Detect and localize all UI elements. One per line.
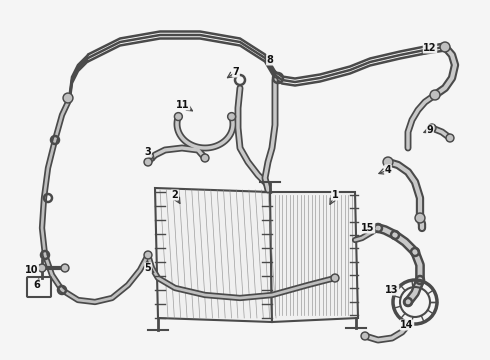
Circle shape <box>385 158 392 166</box>
Circle shape <box>202 156 207 161</box>
Circle shape <box>144 158 152 166</box>
Circle shape <box>415 213 425 223</box>
Circle shape <box>404 321 412 329</box>
Text: 13: 13 <box>385 285 399 295</box>
Text: 3: 3 <box>145 147 151 157</box>
Text: 4: 4 <box>385 165 392 175</box>
Circle shape <box>40 266 45 270</box>
Circle shape <box>331 274 339 282</box>
Circle shape <box>65 94 72 102</box>
Circle shape <box>440 42 450 52</box>
Circle shape <box>201 154 209 162</box>
Circle shape <box>430 126 435 130</box>
Text: 15: 15 <box>361 223 375 233</box>
Text: 1: 1 <box>332 190 339 200</box>
Text: 8: 8 <box>267 55 273 65</box>
Circle shape <box>446 134 454 142</box>
Circle shape <box>229 114 234 119</box>
Circle shape <box>361 332 369 340</box>
Text: 12: 12 <box>423 43 437 53</box>
Text: 11: 11 <box>176 100 190 110</box>
Circle shape <box>228 113 236 121</box>
Text: 9: 9 <box>427 125 433 135</box>
Circle shape <box>38 264 46 272</box>
Circle shape <box>144 251 152 259</box>
Circle shape <box>333 275 338 280</box>
Circle shape <box>363 333 368 338</box>
Text: 14: 14 <box>400 320 414 330</box>
Circle shape <box>63 93 73 103</box>
Circle shape <box>383 157 393 167</box>
Circle shape <box>174 113 182 121</box>
Circle shape <box>406 323 411 328</box>
Circle shape <box>176 114 181 119</box>
Text: 2: 2 <box>172 190 178 200</box>
Circle shape <box>146 252 150 257</box>
Circle shape <box>63 266 68 270</box>
Circle shape <box>432 91 439 99</box>
Polygon shape <box>270 192 358 322</box>
Circle shape <box>416 215 423 221</box>
Text: 7: 7 <box>233 67 240 77</box>
Circle shape <box>61 264 69 272</box>
Circle shape <box>430 90 440 100</box>
Circle shape <box>146 159 150 165</box>
Text: 5: 5 <box>145 263 151 273</box>
Circle shape <box>441 44 448 50</box>
Circle shape <box>428 124 436 132</box>
Polygon shape <box>155 188 272 322</box>
Text: 10: 10 <box>25 265 39 275</box>
Circle shape <box>447 135 452 140</box>
Text: 6: 6 <box>34 280 40 290</box>
